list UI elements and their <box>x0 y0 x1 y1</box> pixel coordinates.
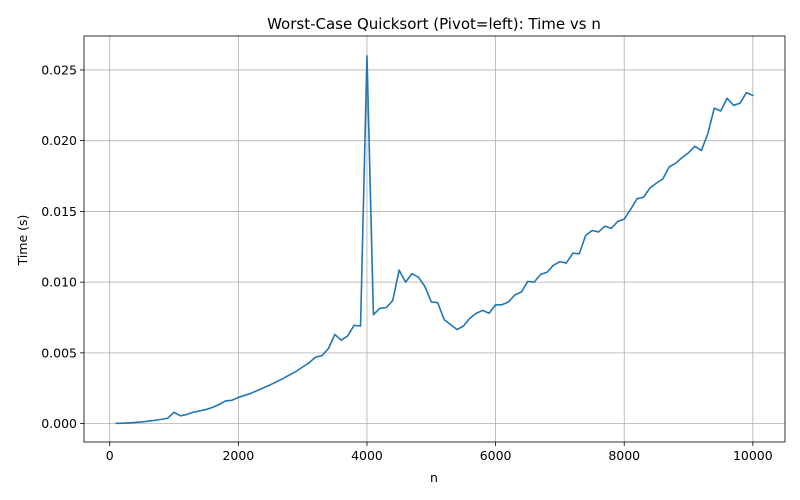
x-tick-label: 2000 <box>222 448 254 463</box>
y-tick-label: 0.020 <box>41 133 77 148</box>
y-tick-label: 0.000 <box>41 416 77 431</box>
series-layer <box>115 54 754 425</box>
y-tick-label: 0.025 <box>41 62 77 77</box>
x-tick-label: 6000 <box>480 448 512 463</box>
y-axis: 0.000 0.005 0.010 0.015 0.020 0.025 <box>41 62 84 431</box>
x-tick-label: 4000 <box>351 448 383 463</box>
x-axis-label: n <box>430 470 438 485</box>
x-tick-label: 0 <box>106 448 114 463</box>
chart-title: Worst-Case Quicksort (Pivot=left): Time … <box>267 15 601 33</box>
series-line <box>115 54 754 425</box>
y-tick-label: 0.015 <box>41 204 77 219</box>
y-tick-label: 0.010 <box>41 275 77 290</box>
plot-area-frame <box>83 35 786 443</box>
grid <box>84 36 785 442</box>
y-axis-label: Time (s) <box>15 215 30 267</box>
x-tick-label: 10000 <box>733 448 773 463</box>
x-tick-label: 8000 <box>608 448 640 463</box>
x-axis: 0 2000 4000 6000 8000 10000 <box>106 442 773 463</box>
y-tick-label: 0.005 <box>41 345 77 360</box>
